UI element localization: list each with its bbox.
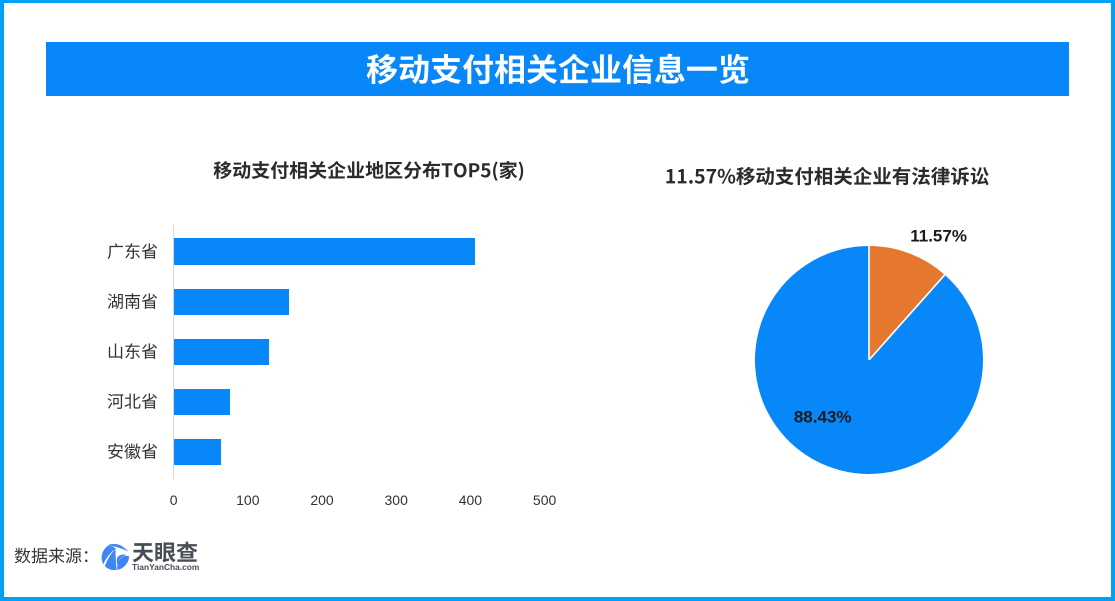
x-tick-400: 400 [458, 492, 483, 509]
pie-chart-title: 11.57%移动支付相关企业有法律诉讼 [664, 166, 989, 187]
bar-hunan [174, 288, 290, 316]
logo-swoosh-wedge [104, 548, 117, 571]
bar-guangdong [174, 238, 476, 265]
bar-anhui [174, 438, 221, 466]
y-axis-line [173, 225, 174, 479]
header-banner: 移动支付相关企业信息一览 [46, 42, 1069, 96]
page-title: 移动支付相关企业信息一览 [366, 53, 750, 88]
category-label-guangdong: 广东省 [107, 242, 158, 261]
logo-name: 天眼查 [132, 541, 198, 565]
pie-slice-with-lawsuit [869, 246, 945, 360]
category-label-anhui: 安徽省 [107, 443, 158, 462]
x-tick-500: 500 [532, 492, 557, 509]
logo-swoosh-lower-right [117, 555, 130, 570]
logo-swoosh-upper-left [101, 545, 116, 565]
x-tick-100: 100 [236, 492, 260, 509]
pie-label-minor: 11.57% [910, 226, 967, 246]
category-label-hebei: 河北省 [107, 393, 158, 412]
x-tick-0: 0 [169, 492, 178, 509]
category-label-hunan: 湖南省 [107, 292, 158, 311]
x-tick-200: 200 [310, 492, 334, 509]
x-tick-300: 300 [384, 492, 408, 509]
logo-swoosh-eye-curl [116, 554, 127, 566]
pie-graphic [754, 246, 983, 474]
logo-swoosh-brow [107, 543, 129, 552]
tianyancha-swirl-icon [101, 542, 130, 571]
data-source-label: 数据来源： [14, 547, 99, 566]
logo-domain: TianYanCha.com [132, 561, 200, 572]
pie-label-major: 88.43% [793, 407, 852, 427]
bar-chart-title: 移动支付相关企业地区分布TOP5(家) [213, 160, 525, 181]
category-label-shandong: 山东省 [107, 343, 158, 362]
pie-separator-line [868, 274, 946, 361]
bar-hebei [174, 388, 230, 416]
bar-shandong [174, 338, 270, 366]
